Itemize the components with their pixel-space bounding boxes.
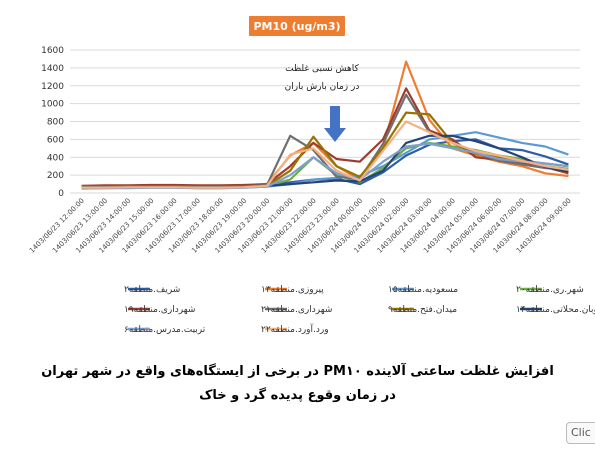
legend-label: شریف.منطقه۲ (124, 285, 180, 295)
caption-line-2: در زمان وقوع پدیده گرد و خاک (199, 388, 396, 403)
legend-label: تربیت.مدرس.منطقه۶ (124, 325, 206, 335)
legend-label: اتوبان.محلاتی.منطقه۱۴ (516, 305, 595, 315)
legend-label: میدان.فتح.منطقه۹ (388, 305, 457, 315)
y-tick-label: 1600 (41, 46, 64, 56)
series-line-9 (81, 120, 569, 189)
corner-tag[interactable]: Clic (566, 422, 595, 444)
legend-label: شهرداری.منطقه۲۱ (261, 305, 332, 315)
y-tick-label: 200 (47, 171, 64, 181)
y-tick-label: 800 (47, 118, 64, 128)
y-tick-label: 400 (47, 153, 64, 163)
legend-label: مسعودیه.منطقه۱۵ (388, 285, 458, 295)
down-arrow-icon (324, 106, 346, 142)
y-tick-label: 1400 (41, 64, 64, 74)
annotation-line-2: در زمان بارش باران (285, 82, 360, 92)
chart-title: PM10 (ug/m3) (253, 20, 340, 33)
series-line-5 (81, 93, 569, 188)
series-lines (81, 60, 569, 190)
legend-label: ورد.آورد.منطقه۲۲ (261, 323, 329, 335)
gridlines (70, 49, 580, 194)
rain-annotation: کاهش نسبی غلظت در زمان بارش باران (285, 64, 360, 142)
series-line-1 (81, 60, 569, 188)
y-tick-label: 600 (47, 135, 64, 145)
y-axis-ticks: 0 200 400 600 800 1000 1200 1400 1600 (41, 46, 64, 199)
series-line-6 (81, 111, 569, 189)
legend: شریف.منطقه۲ پیروزی.منطقه۱۳ مسعودیه.منطقه۱۵… (124, 285, 595, 335)
legend-label: شهر.ری.منطقه۲۰ (516, 285, 584, 295)
chart-title-box: PM10 (ug/m3) (249, 16, 345, 36)
y-tick-label: 1000 (41, 100, 64, 110)
y-tick-label: 0 (58, 189, 64, 199)
legend-label: شهرداری.منطقه۱۹ (124, 305, 195, 315)
caption-line-1: افزایش غلظت ساعتی آلاینده PM۱۰ در برخی ا… (41, 364, 554, 379)
annotation-line-1: کاهش نسبی غلظت (285, 64, 359, 74)
y-tick-label: 1200 (41, 82, 64, 92)
legend-label: پیروزی.منطقه۱۳ (261, 285, 324, 295)
chart-title-background (249, 16, 345, 36)
